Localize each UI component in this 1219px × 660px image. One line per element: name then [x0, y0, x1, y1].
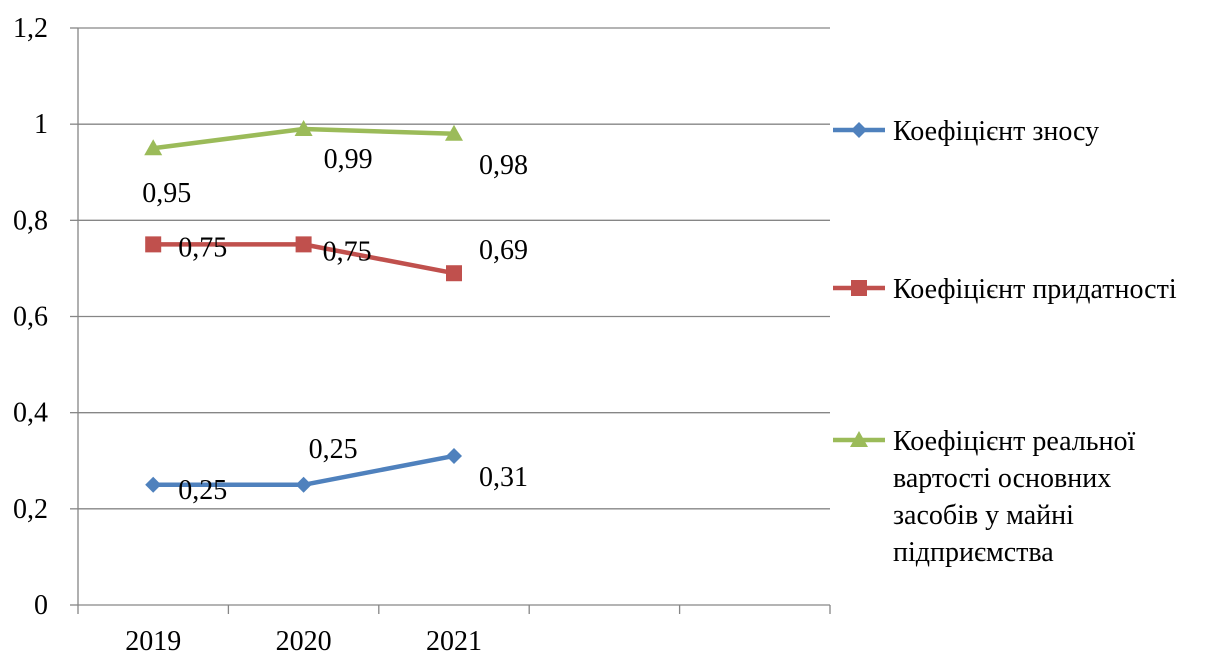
legend-label-line: Коефіцієнт придатності — [893, 274, 1177, 305]
y-tick-label: 0,2 — [13, 494, 48, 525]
data-label: 0,99 — [324, 144, 373, 175]
y-tick-label: 1,2 — [13, 13, 48, 44]
legend-marker — [851, 280, 867, 296]
data-label: 0,25 — [178, 475, 227, 506]
data-label: 0,31 — [479, 462, 528, 493]
series-group — [144, 119, 463, 493]
data-point — [144, 139, 163, 156]
data-point — [446, 265, 462, 282]
legend: Коефіцієнт зносу Коефіцієнт придатності Ко… — [833, 116, 1177, 568]
y-tick-label: 1 — [34, 109, 48, 140]
gridlines — [78, 27, 830, 510]
data-label: 0,75 — [323, 236, 372, 267]
legend-label: Коефіцієнт придатності — [893, 274, 1177, 305]
legend-marker — [851, 122, 867, 138]
data-point — [294, 119, 313, 136]
data-labels: 0,25 0,25 0,31 0,75 0,75 0,69 0,95 0,99 0,98 — [142, 144, 528, 506]
axes: 0 0,2 0,4 0,6 0,8 1 1,2 2019 2020 2021 — [13, 13, 831, 657]
data-point — [446, 447, 462, 464]
legend-label-line: Коефіцієнт реальної — [893, 426, 1135, 457]
data-label: 0,75 — [178, 232, 227, 263]
legend-label-line: підприємства — [893, 537, 1054, 568]
y-tick-label: 0,4 — [13, 398, 48, 429]
data-point — [295, 236, 312, 253]
data-label: 0,95 — [142, 178, 191, 209]
data-point — [145, 476, 162, 493]
legend-marker — [850, 431, 868, 447]
data-label: 0,98 — [479, 150, 528, 181]
y-tick-label: 0,8 — [13, 205, 48, 236]
x-tick-label: 2020 — [276, 626, 332, 655]
y-tick-label: 0,6 — [13, 302, 48, 333]
legend-label-line: Коефіцієнт зносу — [893, 116, 1099, 147]
x-tick-label: 2021 — [426, 626, 482, 655]
legend-label-line: засобів у майні — [893, 500, 1074, 531]
legend-label-line: вартості основних — [893, 463, 1111, 494]
legend-label: Коефіцієнт реальної вартості основних засо… — [893, 426, 1135, 568]
data-point — [445, 124, 463, 141]
legend-label: Коефіцієнт зносу — [893, 116, 1099, 147]
data-point — [145, 236, 162, 253]
y-tick-label: 0 — [34, 590, 48, 621]
data-label: 0,69 — [479, 235, 528, 266]
data-label: 0,25 — [309, 434, 358, 465]
x-tick-label: 2019 — [125, 626, 181, 655]
data-point — [295, 476, 312, 493]
